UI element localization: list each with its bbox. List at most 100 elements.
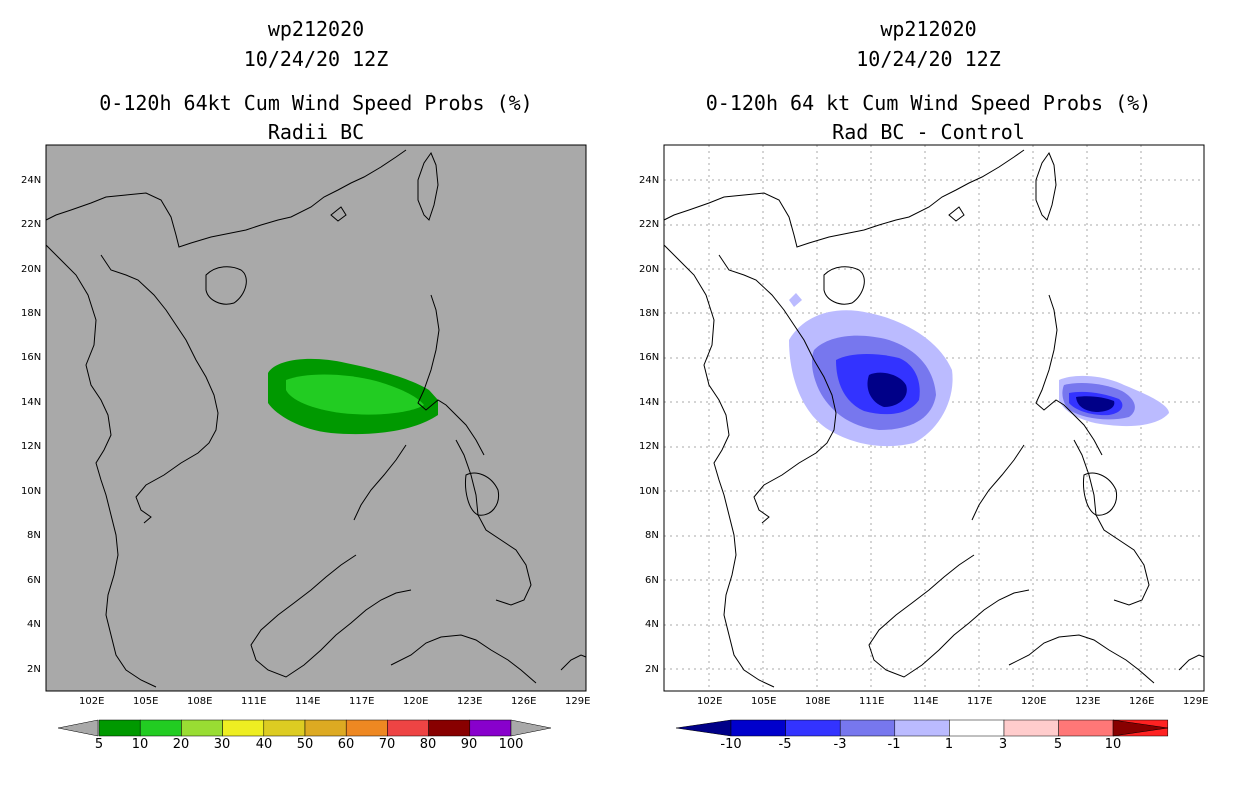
left-colorbar-cell xyxy=(345,719,388,737)
left-lon-label: 117E xyxy=(349,696,375,707)
right-lat-label: 2N xyxy=(645,664,659,675)
right-colorbar-cell xyxy=(1003,719,1059,737)
left-colorbar-cell xyxy=(304,719,347,737)
left-map-frame xyxy=(45,144,587,692)
right-colorbar-label: -3 xyxy=(833,737,847,752)
right-colorbar-cell xyxy=(839,719,896,737)
right-lat-label: 10N xyxy=(639,486,660,497)
right-colorbar-label: -10 xyxy=(720,737,742,752)
right-title-subtitle: Rad BC - Control xyxy=(832,120,1025,144)
right-lon-label: 105E xyxy=(751,696,777,707)
right-colorbar-label: -1 xyxy=(887,737,901,752)
left-colorbar-label: 60 xyxy=(337,737,355,752)
right-colorbar-label: 1 xyxy=(944,737,954,752)
right-lon-label: 123E xyxy=(1075,696,1101,707)
left-lon-label: 129E xyxy=(565,696,591,707)
right-colorbar-cell xyxy=(730,719,786,737)
right-colorbar-cell xyxy=(1058,719,1114,737)
left-colorbar-cell xyxy=(98,719,141,737)
right-lon-label: 117E xyxy=(967,696,993,707)
right-coastlines xyxy=(663,149,1205,688)
right-lon-label: 102E xyxy=(697,696,723,707)
left-lat-label: 16N xyxy=(21,352,42,363)
right-lat-label: 18N xyxy=(639,308,660,319)
right-colorbar-low-triangle xyxy=(675,719,732,737)
left-title-subtitle: Radii BC xyxy=(267,120,365,144)
left-colorbar-label: 40 xyxy=(255,737,273,752)
left-colorbar-cell xyxy=(181,719,223,737)
left-colorbar-cell xyxy=(222,719,265,737)
left-lon-label: 123E xyxy=(457,696,483,707)
right-title-storm-id: wp212020 xyxy=(880,17,977,41)
right-lon-label: 114E xyxy=(913,696,939,707)
left-map xyxy=(45,144,587,692)
right-lat-label: 8N xyxy=(645,530,659,541)
right-lon-label: 126E xyxy=(1129,696,1155,707)
left-title-datetime: 10/24/20 12Z xyxy=(243,47,389,71)
left-lat-label: 10N xyxy=(21,486,42,497)
left-lat-label: 22N xyxy=(21,219,42,230)
left-prob-10pct xyxy=(286,374,424,415)
left-coastlines xyxy=(45,149,587,688)
right-lon-label: 129E xyxy=(1183,696,1209,707)
right-colorbar-high-triangle xyxy=(1112,719,1169,737)
left-colorbar-cell xyxy=(387,719,429,737)
left-colorbar-label: 100 xyxy=(498,737,524,752)
right-colorbar-label: -5 xyxy=(778,737,792,752)
right-lon-label: 108E xyxy=(805,696,831,707)
left-colorbar-label: 90 xyxy=(460,737,478,752)
left-colorbar-cell xyxy=(139,719,182,737)
left-colorbar-label: 30 xyxy=(213,737,231,752)
right-diff-minus10-east xyxy=(1076,396,1115,412)
left-lat-label: 18N xyxy=(21,308,42,319)
right-diff-minus1-blob xyxy=(789,293,802,307)
left-colorbar xyxy=(57,719,552,737)
right-lat-label: 22N xyxy=(639,219,660,230)
left-colorbar-label: 5 xyxy=(94,737,104,752)
right-title-product: 0-120h 64 kt Cum Wind Speed Probs (%) xyxy=(705,91,1152,115)
left-lon-label: 102E xyxy=(79,696,105,707)
right-lat-label: 24N xyxy=(639,175,660,186)
right-lat-label: 16N xyxy=(639,352,660,363)
right-colorbar-cell xyxy=(785,719,841,737)
left-title-product: 0-120h 64kt Cum Wind Speed Probs (%) xyxy=(99,91,533,115)
left-lat-label: 14N xyxy=(21,397,42,408)
left-colorbar-cell xyxy=(469,719,512,737)
right-colorbar-cell xyxy=(949,719,1005,737)
left-colorbar-low-triangle xyxy=(57,719,99,737)
left-title-storm-id: wp212020 xyxy=(267,17,365,41)
left-lat-label: 2N xyxy=(27,664,41,675)
left-lat-label: 4N xyxy=(27,619,41,630)
left-colorbar-label: 80 xyxy=(419,737,437,752)
left-lat-label: 24N xyxy=(21,175,42,186)
right-colorbar xyxy=(675,719,1169,737)
left-colorbar-cell xyxy=(263,719,306,737)
right-title-datetime: 10/24/20 12Z xyxy=(856,47,1001,71)
left-lat-label: 6N xyxy=(27,575,41,586)
left-colorbar-high-triangle xyxy=(510,719,552,737)
right-lat-label: 12N xyxy=(639,441,660,452)
left-colorbar-label: 50 xyxy=(296,737,314,752)
right-map-frame xyxy=(663,144,1205,692)
left-lon-label: 114E xyxy=(295,696,321,707)
left-lat-label: 20N xyxy=(21,264,42,275)
right-lon-label: 111E xyxy=(859,696,885,707)
right-diff-minus10-west xyxy=(867,372,907,407)
left-lon-label: 120E xyxy=(403,696,429,707)
right-map xyxy=(663,144,1205,692)
right-colorbar-cell xyxy=(894,719,950,737)
left-colorbar-label: 70 xyxy=(378,737,396,752)
left-lon-label: 105E xyxy=(133,696,159,707)
right-colorbar-label: 5 xyxy=(1053,737,1063,752)
left-lat-label: 12N xyxy=(21,441,42,452)
right-colorbar-label: 10 xyxy=(1104,737,1122,752)
right-map-gridlines xyxy=(664,145,1204,691)
right-colorbar-label: 3 xyxy=(998,737,1008,752)
left-lat-label: 8N xyxy=(27,530,41,541)
right-lat-label: 4N xyxy=(645,619,659,630)
right-lat-label: 14N xyxy=(639,397,660,408)
left-colorbar-label: 20 xyxy=(172,737,190,752)
left-colorbar-cell xyxy=(428,719,471,737)
left-lon-label: 108E xyxy=(187,696,213,707)
left-colorbar-label: 10 xyxy=(131,737,149,752)
